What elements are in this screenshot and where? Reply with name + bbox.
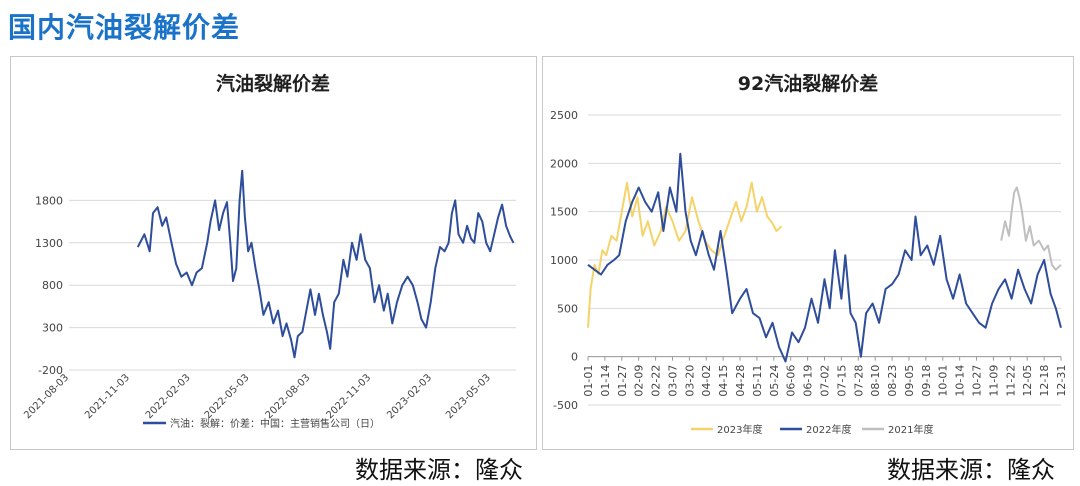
x-tick-label: 04-28 <box>734 365 747 397</box>
x-tick-label: 08-10 <box>869 365 882 397</box>
y-tick-label: 300 <box>42 322 63 335</box>
y-tick-label: 1000 <box>550 254 578 267</box>
y-tick-label: 500 <box>557 302 578 315</box>
x-tick-label: 03-07 <box>666 365 679 397</box>
x-tick-label: 08-23 <box>886 365 899 397</box>
x-tick-label: 05-24 <box>768 365 781 397</box>
y-tick-label: 2000 <box>550 157 578 170</box>
series-line-2023年度 <box>587 181 783 328</box>
legend-label: 2022年度 <box>806 423 851 436</box>
x-tick-label: 09-05 <box>903 365 916 397</box>
series-line-crack-spread <box>136 169 515 359</box>
x-tick-label: 2022-05-03 <box>203 372 252 421</box>
x-tick-label: 12-18 <box>1038 365 1051 397</box>
x-tick-label: 2023-02-03 <box>385 372 434 421</box>
x-tick-label: 06-06 <box>785 365 798 397</box>
chart-title: 汽油裂解价差 <box>216 72 330 95</box>
x-tick-label: 07-02 <box>819 365 832 397</box>
x-tick-label: 02-22 <box>650 365 663 397</box>
x-tick-label: 10-27 <box>971 365 984 397</box>
data-source-note: 数据来源：隆众 <box>355 456 523 484</box>
y-tick-label: -500 <box>553 399 578 412</box>
y-tick-label: -200 <box>38 364 63 377</box>
x-tick-label: 11-09 <box>987 365 1000 397</box>
y-tick-label: 1800 <box>35 194 63 207</box>
legend-label: 2023年度 <box>717 423 762 436</box>
x-tick-label: 03-20 <box>683 365 696 397</box>
x-tick-label: 2021-08-03 <box>22 372 71 421</box>
x-tick-label: 01-14 <box>599 365 612 397</box>
x-tick-label: 10-01 <box>937 365 950 397</box>
x-tick-label: 2021-11-03 <box>83 372 132 421</box>
legend-label: 2021年度 <box>888 423 933 436</box>
legend-label: 汽油：裂解：价差：中国：主营销售公司（日） <box>170 417 380 430</box>
x-tick-label: 12-05 <box>1021 365 1034 397</box>
x-tick-label: 2022-02-03 <box>144 372 193 421</box>
page-title: 国内汽油裂解价差 <box>8 11 241 44</box>
chart-92-crack-spread: 92汽油裂解价差 -500 0 500 1000 1500 2000 2500 01-01 01-… <box>550 72 1068 436</box>
series-line-2022年度 <box>587 152 1062 363</box>
data-source-note: 数据来源：隆众 <box>887 456 1055 484</box>
x-tick-label: 12-31 <box>1055 365 1068 397</box>
chart-panel-crack-spread: 汽油裂解价差 -200 300 800 1300 1800 2021-08-03 2021-1… <box>10 56 537 450</box>
x-tick-label: 02-09 <box>633 365 646 397</box>
x-tick-label: 01-27 <box>616 365 629 397</box>
y-tick-label: 0 <box>571 351 578 364</box>
x-tick-label: 2022-11-03 <box>324 372 373 421</box>
x-tick-label: 04-02 <box>700 365 713 397</box>
chart-crack-spread: 汽油裂解价差 -200 300 800 1300 1800 2021-08-03 2021-1… <box>22 72 516 430</box>
series-line-2021年度 <box>1000 186 1062 271</box>
y-tick-label: 800 <box>42 279 63 292</box>
y-tick-label: 2500 <box>550 109 578 122</box>
chart-title: 92汽油裂解价差 <box>738 72 878 95</box>
x-tick-label: 2023-05-03 <box>444 372 493 421</box>
chart-panel-92-crack-spread: 92汽油裂解价差 -500 0 500 1000 1500 2000 2500 01-01 01-… <box>542 56 1074 450</box>
x-tick-label: 09-18 <box>920 365 933 397</box>
x-tick-label: 07-28 <box>852 365 865 397</box>
x-tick-label: 11-22 <box>1004 365 1017 397</box>
x-tick-label: 05-11 <box>751 365 764 397</box>
x-tick-label: 07-15 <box>835 365 848 397</box>
y-tick-label: 1300 <box>35 237 63 250</box>
x-tick-label: 2022-08-03 <box>264 372 313 421</box>
x-tick-label: 10-14 <box>954 365 967 397</box>
x-tick-label: 01-01 <box>582 365 595 397</box>
x-tick-label: 06-19 <box>802 365 815 397</box>
y-tick-label: 1500 <box>550 206 578 219</box>
x-tick-label: 04-15 <box>717 365 730 397</box>
